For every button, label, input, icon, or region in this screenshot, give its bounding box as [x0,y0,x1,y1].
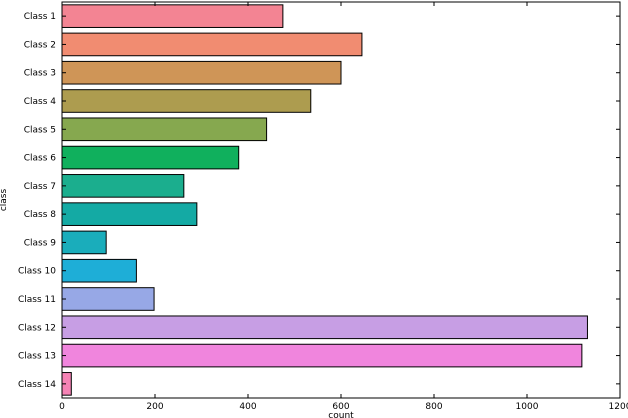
bar-class-13 [61,343,583,368]
y-tick-label: Class 10 [18,267,56,277]
y-tick-label: Class 14 [18,380,56,390]
y-tick-label: Class 8 [24,210,57,220]
y-tick-label: Class 2 [24,40,56,50]
y-axis-label: class [0,189,9,212]
y-tick-label: Class 3 [24,69,56,79]
x-tick-label: 200 [146,402,163,412]
bar-class-4 [61,89,312,113]
bar-class-9 [61,230,107,255]
x-tick-label: 1200 [609,402,628,412]
bar-group [61,4,588,396]
x-tick-label: 400 [239,402,256,412]
y-tick-label: Class 4 [24,97,57,107]
y-tick-label: Class 12 [18,323,56,333]
y-tick-label: Class 7 [24,182,56,192]
bar-class-10 [61,258,137,283]
y-tick-label: Class 5 [24,125,56,135]
x-tick-label: 600 [332,402,349,412]
x-axis-label: count [328,411,354,418]
x-tick-label: 1000 [516,402,539,412]
bar-class-2 [61,32,363,57]
x-axis-ticks: 0 200 400 600 800 1000 1200 [59,2,628,412]
bar-class-3 [61,60,342,85]
y-tick-label: Class 1 [24,12,56,22]
bar-class-12 [61,315,588,340]
x-tick-label: 0 [59,402,65,412]
bar-class-8 [61,202,198,226]
y-tick-label: Class 9 [24,238,57,248]
x-tick-label: 800 [425,402,442,412]
y-axis-ticks: Class 1 Class 2 Class 3 Class 4 Class 5 Class… [18,12,620,390]
y-tick-label: Class 11 [18,295,56,305]
bar-class-5 [61,117,268,142]
y-tick-label: Class 6 [24,154,57,164]
bar-class-7 [61,174,185,198]
bar-class-1 [61,4,284,28]
bar-class-6 [61,145,240,170]
y-tick-label: Class 13 [18,352,56,362]
bar-class-11 [61,287,155,311]
